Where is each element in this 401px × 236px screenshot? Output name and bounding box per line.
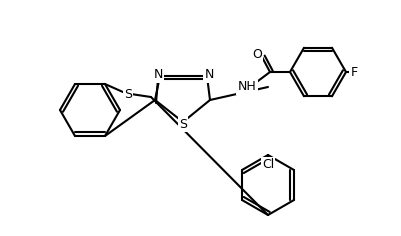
Text: N: N	[153, 68, 163, 81]
Text: N: N	[205, 68, 214, 81]
Text: S: S	[124, 88, 132, 101]
Text: S: S	[179, 118, 187, 131]
Text: NH: NH	[238, 80, 256, 93]
Text: F: F	[350, 66, 358, 79]
Text: O: O	[252, 47, 262, 60]
Text: Cl: Cl	[262, 159, 274, 172]
